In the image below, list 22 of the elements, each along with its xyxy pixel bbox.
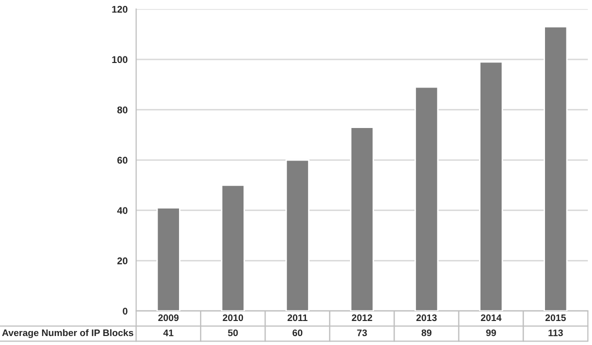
x-tick-label: 2015 <box>545 314 566 322</box>
y-tick-label: 60 <box>117 156 128 164</box>
data-label: 60 <box>292 329 302 336</box>
text: Average Number of IP Blocks <box>2 329 134 338</box>
data-label: 89 <box>422 329 432 336</box>
y-tick-label: 100 <box>112 56 128 64</box>
data-label: 113 <box>548 329 563 336</box>
data-label: 41 <box>163 330 174 336</box>
y-tick-label: 20 <box>117 257 128 264</box>
x-tick-label: 2010 <box>222 314 244 322</box>
x-tick-label: 2012 <box>352 314 372 322</box>
y-tick-label: 120 <box>112 6 128 13</box>
y-tick-label: 40 <box>117 207 128 214</box>
x-tick-label: 2013 <box>416 314 437 322</box>
y-tick-label: 80 <box>117 106 128 114</box>
data-label: 50 <box>228 329 238 336</box>
data-label: 73 <box>357 329 367 336</box>
x-tick-label: 2009 <box>158 314 179 322</box>
data-label: 99 <box>486 329 496 336</box>
y-tick-label: 0 <box>122 308 128 315</box>
x-tick-label: 2014 <box>480 314 502 322</box>
x-tick-label: 2011 <box>288 314 308 322</box>
